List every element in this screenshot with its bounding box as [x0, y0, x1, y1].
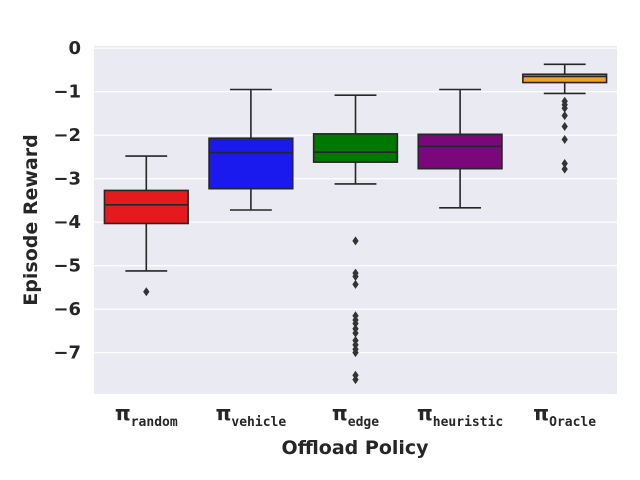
- x-tick-symbol: π: [115, 401, 131, 425]
- y-tick-label: −4: [53, 212, 81, 233]
- box-group-oracle: [522, 63, 608, 174]
- iqr-box: [522, 73, 608, 84]
- outlier-point: [352, 319, 359, 329]
- x-tick-subscript: Oracle: [549, 415, 596, 430]
- outlier-point: [352, 279, 359, 289]
- x-axis-label: Offload Policy: [281, 437, 429, 459]
- iqr-box: [103, 189, 189, 225]
- x-tick-subscript: vehicle: [231, 415, 286, 430]
- boxes: [103, 63, 608, 385]
- outlier-point: [352, 328, 359, 338]
- iqr-box: [417, 133, 503, 170]
- x-tick-symbol: π: [417, 401, 433, 425]
- outlier-point: [561, 135, 568, 145]
- x-tick-label: πvehicle: [216, 401, 287, 430]
- outlier-point: [352, 375, 359, 385]
- outlier-point: [561, 111, 568, 121]
- box-group-vehicle: [208, 88, 294, 211]
- x-tick-symbol: π: [216, 401, 232, 425]
- iqr-box: [208, 137, 294, 190]
- y-axis-label: Episode Reward: [20, 134, 42, 305]
- y-tick-label: −5: [53, 256, 81, 277]
- y-tick-label: −7: [53, 343, 81, 364]
- outlier-point: [561, 158, 568, 168]
- y-tick-label: −1: [53, 82, 81, 103]
- x-tick-subscript: random: [131, 415, 178, 430]
- y-tick-label: −3: [53, 169, 81, 190]
- x-tick-label: πOracle: [533, 401, 596, 430]
- outlier-point: [561, 121, 568, 131]
- y-tick-label: −6: [53, 299, 81, 320]
- x-tick-subscript: heuristic: [433, 415, 503, 430]
- x-tick-label: πheuristic: [417, 401, 503, 430]
- outlier-point: [561, 164, 568, 174]
- x-tick-labels: πrandom πvehicle πedge πheuristic πOracle: [115, 401, 596, 430]
- outlier-point: [143, 287, 150, 297]
- box-group-edge: [312, 94, 399, 385]
- outlier-point: [561, 103, 568, 113]
- y-tick-label: 0: [68, 38, 81, 59]
- y-tick-labels: 0 −1 −2 −3 −4 −5 −6 −7: [53, 38, 81, 364]
- box-group-heuristic: [417, 88, 503, 209]
- outlier-point: [352, 348, 359, 358]
- x-tick-subscript: edge: [348, 415, 379, 430]
- box-group-random: [103, 155, 189, 297]
- x-tick-symbol: π: [332, 401, 348, 425]
- outlier-point: [352, 236, 359, 246]
- iqr-box: [312, 133, 399, 163]
- x-tick-label: πedge: [332, 401, 379, 430]
- y-tick-label: −2: [53, 125, 81, 146]
- x-tick-symbol: π: [533, 401, 549, 425]
- x-tick-label: πrandom: [115, 401, 178, 430]
- outlier-point: [352, 272, 359, 282]
